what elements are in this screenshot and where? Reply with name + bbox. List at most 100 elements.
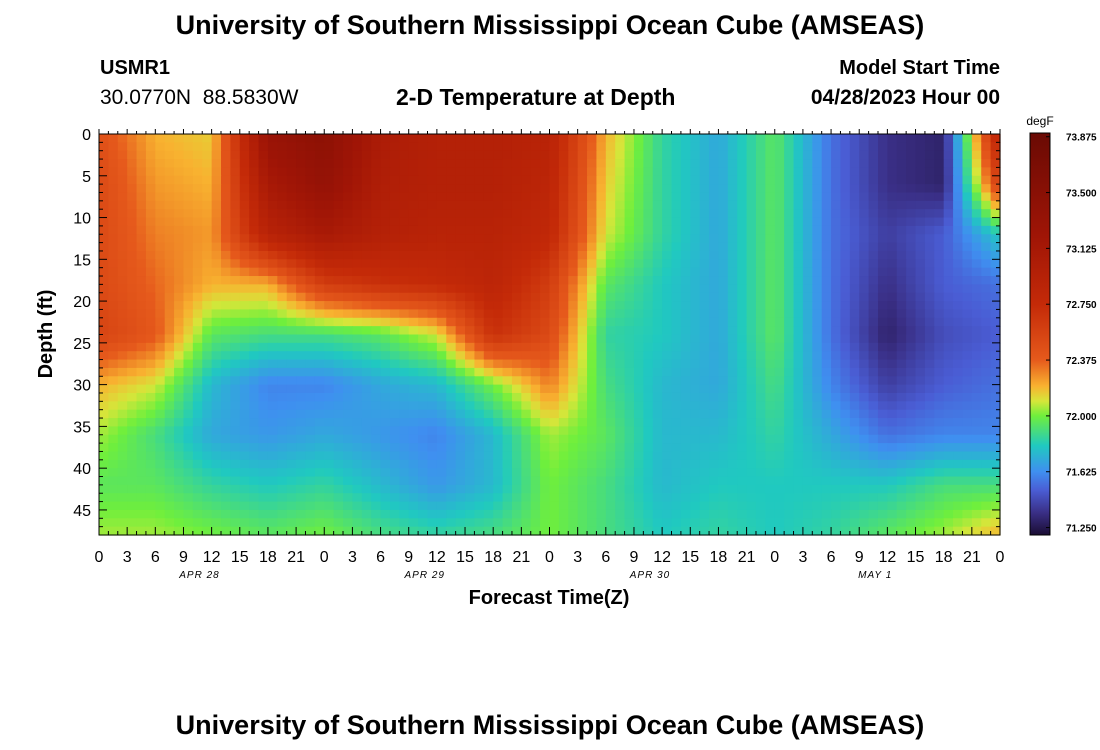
heatmap-cell: [793, 284, 804, 294]
heatmap-cell: [418, 192, 429, 202]
heatmap-cell: [587, 418, 598, 427]
heatmap-cell: [859, 401, 870, 411]
heatmap-cell: [408, 134, 419, 143]
heatmap-cell: [727, 451, 738, 461]
heatmap-cell: [521, 292, 532, 302]
heatmap-cell: [427, 276, 438, 285]
heatmap-cell: [230, 509, 241, 519]
heatmap-cell: [221, 359, 231, 369]
heatmap-cell: [446, 443, 457, 453]
heatmap-cell: [831, 134, 842, 143]
heatmap-cell: [502, 292, 513, 302]
heatmap-cell: [418, 443, 429, 453]
heatmap-cell: [174, 426, 185, 436]
heatmap-cell: [633, 342, 644, 352]
heatmap-cell: [305, 184, 316, 194]
heatmap-cell: [249, 317, 260, 327]
heatmap-cell: [831, 509, 842, 519]
heatmap-cell: [887, 493, 898, 503]
heatmap-cell: [793, 242, 804, 252]
heatmap-cell: [680, 309, 691, 319]
heatmap-cell: [211, 284, 222, 294]
heatmap-cell: [174, 434, 185, 444]
heatmap-cell: [615, 209, 626, 219]
heatmap-cell: [249, 167, 260, 177]
heatmap-cell: [577, 509, 588, 519]
heatmap-cell: [765, 518, 776, 528]
heatmap-cell: [605, 509, 616, 519]
heatmap-cell: [633, 501, 644, 511]
heatmap-cell: [896, 209, 907, 219]
heatmap-cell: [877, 459, 888, 469]
heatmap-cell: [155, 150, 166, 160]
heatmap-cell: [183, 242, 194, 252]
heatmap-cell: [399, 359, 410, 369]
heatmap-cell: [474, 401, 485, 411]
heatmap-cell: [877, 326, 888, 336]
heatmap-cell: [765, 267, 776, 277]
heatmap-cell: [633, 242, 644, 252]
heatmap-cell: [427, 401, 438, 411]
heatmap-cell: [587, 376, 598, 386]
heatmap-cell: [296, 484, 307, 494]
heatmap-cell: [521, 134, 532, 143]
heatmap-cell: [680, 267, 691, 277]
heatmap-cell: [868, 267, 879, 277]
heatmap-cell: [164, 175, 175, 185]
heatmap-cell: [296, 351, 307, 361]
heatmap-cell: [455, 418, 466, 427]
heatmap-cell: [877, 401, 888, 411]
heatmap-cell: [624, 409, 635, 419]
heatmap-cell: [953, 384, 964, 394]
heatmap-cell: [483, 217, 494, 227]
heatmap-cell: [211, 342, 222, 352]
heatmap-cell: [511, 242, 522, 252]
heatmap-cell: [915, 367, 926, 377]
heatmap-cell: [277, 493, 288, 503]
heatmap-cell: [540, 476, 551, 486]
heatmap-cell: [924, 242, 935, 252]
heatmap-cell: [718, 134, 729, 143]
heatmap-cell: [521, 392, 532, 402]
heatmap-cell: [812, 376, 823, 386]
heatmap-cell: [389, 501, 400, 511]
heatmap-cell: [465, 468, 476, 478]
heatmap-cell: [568, 142, 579, 152]
heatmap-cell: [108, 175, 119, 185]
heatmap-cell: [380, 401, 391, 411]
heatmap-cell: [934, 451, 945, 461]
heatmap-cell: [343, 426, 354, 436]
heatmap-cell: [267, 167, 278, 177]
heatmap-cell: [596, 526, 607, 536]
heatmap-cell: [887, 326, 898, 336]
heatmap-cell: [239, 334, 250, 344]
heatmap-cell: [859, 342, 870, 352]
heatmap-cell: [399, 292, 410, 302]
heatmap-cell: [709, 301, 720, 311]
heatmap-cell: [418, 367, 429, 377]
heatmap-cell: [493, 518, 504, 528]
heatmap-cell: [596, 509, 607, 519]
heatmap-cell: [493, 134, 504, 143]
heatmap-cell: [624, 309, 635, 319]
heatmap-cell: [239, 501, 250, 511]
heatmap-cell: [671, 250, 682, 260]
heatmap-cell: [314, 367, 325, 377]
heatmap-cell: [662, 526, 673, 536]
heatmap-cell: [924, 384, 935, 394]
heatmap-cell: [502, 175, 513, 185]
heatmap-cell: [887, 334, 898, 344]
heatmap-cell: [296, 225, 307, 235]
heatmap-cell: [652, 392, 663, 402]
heatmap-cell: [596, 342, 607, 352]
heatmap-cell: [474, 518, 485, 528]
heatmap-cell: [849, 150, 860, 160]
heatmap-cell: [915, 184, 926, 194]
heatmap-cell: [305, 501, 316, 511]
heatmap-cell: [605, 484, 616, 494]
heatmap-cell: [849, 225, 860, 235]
heatmap-cell: [990, 209, 1001, 219]
colorbar-tick-label: 72.375: [1066, 356, 1097, 367]
heatmap-cell: [615, 134, 626, 143]
heatmap-cell: [343, 501, 354, 511]
